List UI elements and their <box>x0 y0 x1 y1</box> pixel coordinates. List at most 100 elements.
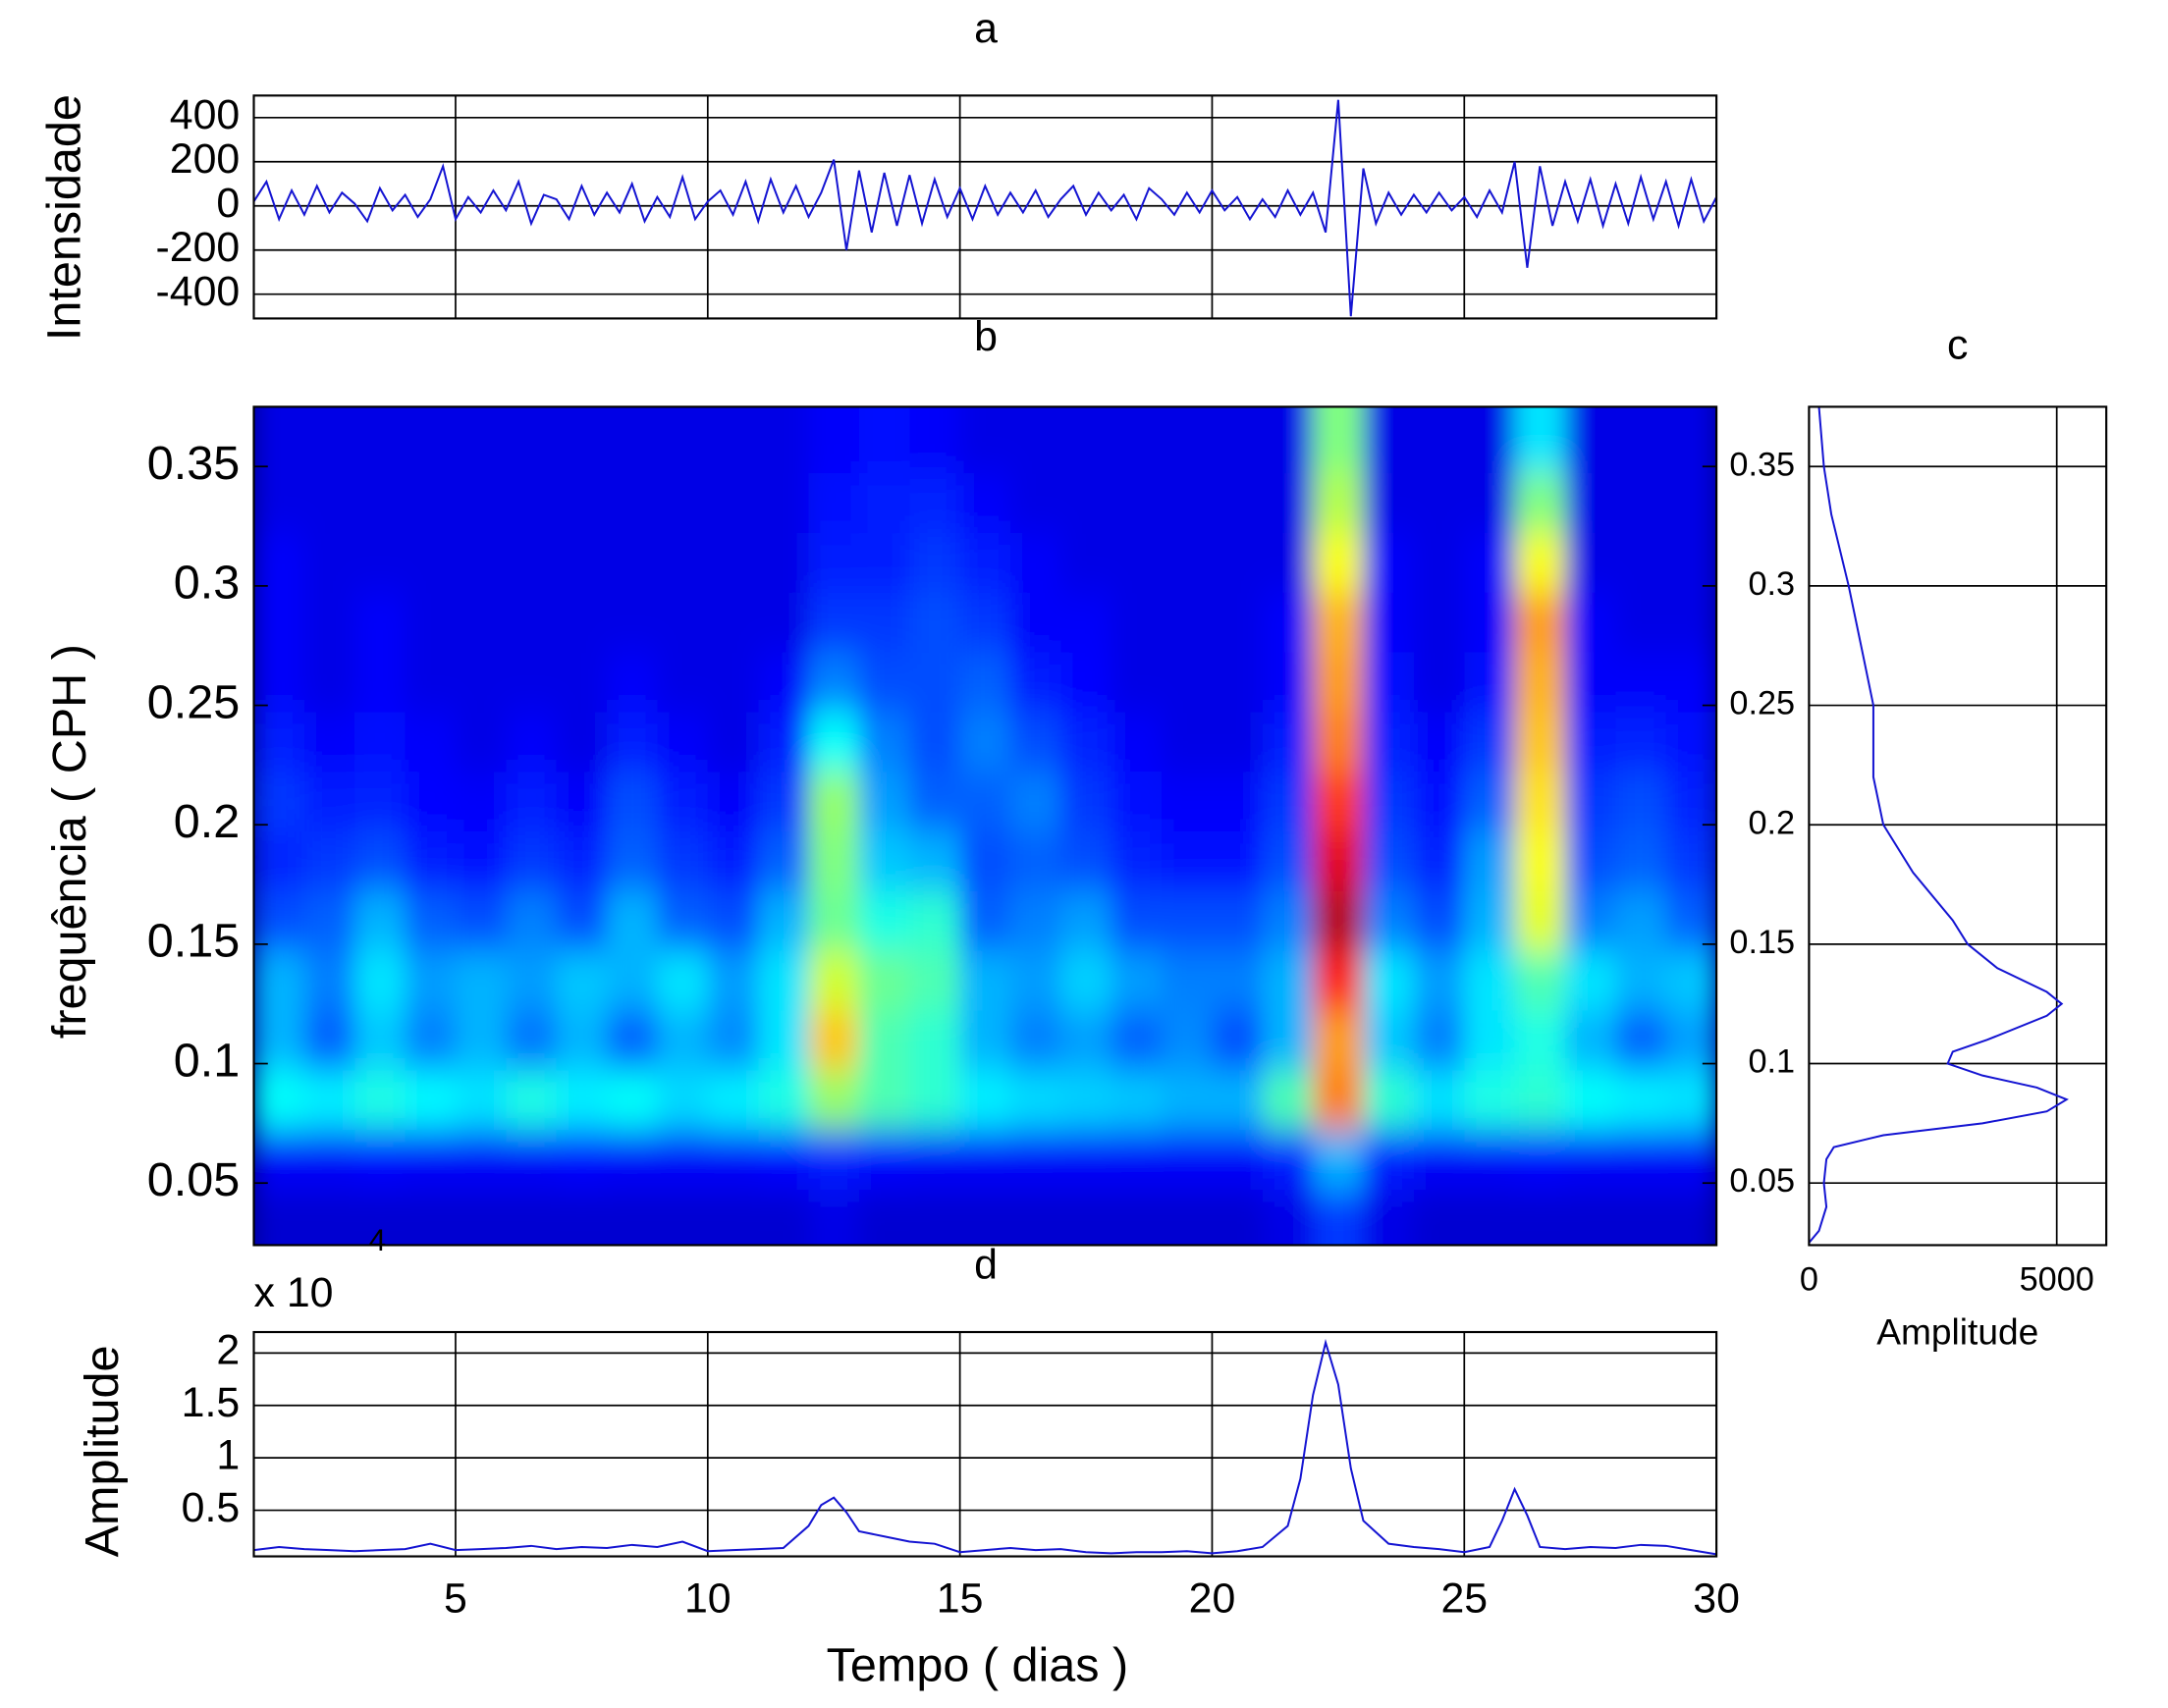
heatmap-cell <box>1313 1069 1365 1131</box>
heatmap-cell <box>455 771 508 832</box>
heatmap-cell <box>1615 1129 1667 1191</box>
heatmap-cell <box>1514 1009 1566 1071</box>
heatmap-cell <box>455 472 508 533</box>
heatmap-cell <box>455 651 508 713</box>
panel-title: c <box>1947 322 1968 369</box>
heatmap-cell <box>354 591 406 653</box>
x-tick-label: 5000 <box>2020 1261 2094 1299</box>
heatmap-cell <box>1464 591 1516 653</box>
heatmap-cell <box>1514 651 1566 713</box>
heatmap-cell <box>909 830 961 891</box>
heatmap-cell <box>1413 949 1466 1011</box>
heatmap-cell <box>1615 1189 1667 1246</box>
heatmap-cell <box>607 711 659 773</box>
heatmap-cell <box>455 1129 508 1191</box>
heatmap-cell <box>607 771 659 832</box>
heatmap-cell <box>909 406 961 474</box>
heatmap-cell <box>1009 1189 1062 1246</box>
heatmap-cell <box>808 651 860 713</box>
heatmap-cell <box>1009 651 1062 713</box>
heatmap-cell <box>556 591 608 653</box>
heatmap-cell <box>1363 890 1415 951</box>
heatmap-cell <box>1111 472 1163 533</box>
heatmap-cell <box>1262 771 1314 832</box>
heatmap-cell <box>607 830 659 891</box>
heatmap-cell <box>758 1189 810 1246</box>
heatmap-cell <box>1413 651 1466 713</box>
y-tick-label: 0.25 <box>147 675 241 728</box>
heatmap-cell <box>1212 406 1264 474</box>
heatmap-cell <box>1162 711 1214 773</box>
heatmap-cell <box>858 472 910 533</box>
heatmap-cell <box>405 890 457 951</box>
heatmap-cell <box>1363 830 1415 891</box>
heatmap-cell <box>1615 1069 1667 1131</box>
y-tick-label: 0.15 <box>147 915 241 968</box>
heatmap-cell <box>1514 711 1566 773</box>
heatmap-cell <box>1111 1009 1163 1071</box>
heatmap-cell <box>607 949 659 1011</box>
heatmap-cell <box>1615 711 1667 773</box>
heatmap-cell <box>959 472 1011 533</box>
heatmap-cell <box>607 1129 659 1191</box>
line-clip <box>252 99 1718 317</box>
heatmap-cell <box>607 406 659 474</box>
heatmap-cell <box>707 532 759 593</box>
heatmap-cell <box>1111 890 1163 951</box>
heatmap-cell <box>858 949 910 1011</box>
x-tick-label: 0 <box>1800 1261 1818 1299</box>
heatmap-cell <box>1262 711 1314 773</box>
heatmap-cell <box>405 1009 457 1071</box>
heatmap-cell <box>1111 771 1163 832</box>
y-tick-label: 0.3 <box>174 557 241 610</box>
heatmap-cell <box>1514 472 1566 533</box>
heatmap-cell <box>1413 591 1466 653</box>
heatmap-cell <box>959 711 1011 773</box>
heatmap-cell <box>1665 1189 1717 1246</box>
heatmap-cell <box>707 1129 759 1191</box>
data-line <box>252 99 1718 317</box>
heatmap-cell <box>405 711 457 773</box>
y-tick-label: 1.5 <box>182 1379 241 1426</box>
heatmap-cell <box>253 472 305 533</box>
heatmap-cell <box>253 890 305 951</box>
heatmap-cell <box>253 1129 305 1191</box>
heatmap-cell <box>1413 1129 1466 1191</box>
heatmap-cell <box>707 711 759 773</box>
heatmap-cell <box>808 591 860 653</box>
heatmap-cell <box>707 651 759 713</box>
heatmap-cell <box>1111 830 1163 891</box>
heatmap-cell <box>354 890 406 951</box>
heatmap-cell <box>1162 651 1214 713</box>
heatmap-cell <box>1514 1189 1566 1246</box>
heatmap-cell <box>1413 890 1466 951</box>
heatmap-cell <box>253 771 305 832</box>
heatmap-cell <box>506 1069 558 1131</box>
heatmap-cell <box>1162 406 1214 474</box>
heatmap-cell <box>758 1069 810 1131</box>
heatmap-cell <box>1514 591 1566 653</box>
heatmap-cell <box>405 830 457 891</box>
heatmap-cell <box>607 1189 659 1246</box>
heatmap-cell <box>354 711 406 773</box>
heatmap-cell <box>607 472 659 533</box>
heatmap-cell <box>1212 711 1264 773</box>
y-tick-label: 0.05 <box>1729 1162 1795 1200</box>
heatmap-cell <box>1665 771 1717 832</box>
heatmap-cell <box>959 1009 1011 1071</box>
heatmap-cell <box>1565 1129 1617 1191</box>
heatmap-cell <box>1212 472 1264 533</box>
heatmap-cell <box>556 472 608 533</box>
heatmap-cell <box>1212 1069 1264 1131</box>
heatmap-cell <box>808 532 860 593</box>
heatmap-cell <box>556 406 608 474</box>
heatmap-cell <box>808 1189 860 1246</box>
heatmap-cell <box>253 1009 305 1071</box>
heatmap-cell <box>808 1069 860 1131</box>
heatmap-cell <box>354 949 406 1011</box>
heatmap-cell <box>1413 830 1466 891</box>
heatmap-cell <box>303 1189 355 1246</box>
heatmap-cell <box>1162 1069 1214 1131</box>
panel-title: b <box>974 313 998 360</box>
heatmap-cell <box>253 1069 305 1131</box>
